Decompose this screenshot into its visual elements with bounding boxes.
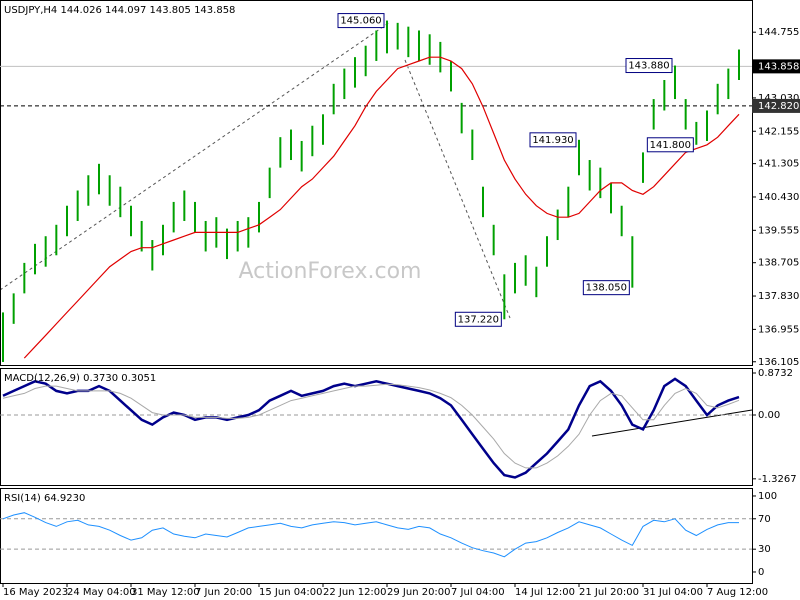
annotation-label: 141.930	[532, 135, 573, 146]
y-tick-label: 0	[758, 567, 764, 578]
y-tick-label: 137.830	[758, 291, 799, 302]
annotation-label: 143.880	[628, 61, 669, 72]
moving-average	[23, 56, 740, 359]
panel-frame	[0, 368, 753, 486]
x-tick-label: 7 Jun 20:00	[195, 587, 252, 598]
x-tick-label: 7 Aug 12:00	[707, 587, 768, 598]
price-tag-label: 143.858	[758, 61, 799, 72]
panel-frame	[0, 0, 753, 366]
x-tick-label: 29 Jun 20:00	[387, 587, 451, 598]
y-tick-label: 141.305	[758, 159, 799, 170]
y-tick-label: -1.3267	[758, 474, 797, 485]
y-tick-label: 30	[758, 544, 771, 555]
panel-title: RSI(14) 64.9230	[4, 493, 85, 504]
annotation-label: 137.220	[458, 314, 499, 325]
x-tick-label: 15 Jun 04:00	[259, 587, 323, 598]
indicator-line	[2, 383, 740, 469]
trend-line	[404, 59, 511, 319]
annotation-box	[625, 58, 673, 74]
indicator-line	[2, 377, 740, 479]
panel-title: USDJPY,H4 144.026 144.097 143.805 143.85…	[4, 5, 235, 16]
y-tick-label: 142.155	[758, 126, 799, 137]
y-tick-label: 0.00	[758, 410, 780, 421]
x-tick-label: 21 Jul 20:00	[579, 587, 639, 598]
price-tag-label: 142.820	[758, 101, 799, 112]
annotation-label: 138.050	[586, 283, 627, 294]
annotation-box	[646, 137, 694, 153]
trend-line	[0, 21, 391, 291]
price-tag	[752, 98, 800, 113]
y-tick-label: 0.8732	[758, 368, 793, 379]
y-tick-label: 138.705	[758, 258, 799, 269]
watermark: ActionForex.com	[239, 259, 422, 284]
x-tick-label: 22 Jun 12:00	[323, 587, 387, 598]
y-tick-label: 136.105	[758, 357, 799, 368]
x-tick-label: 16 May 2023	[3, 587, 68, 598]
x-tick-label: 24 May 04:00	[67, 587, 136, 598]
indicator-line	[2, 512, 739, 558]
y-tick-label: 139.555	[758, 225, 799, 236]
x-tick-label: 14 Jul 12:00	[515, 587, 575, 598]
y-tick-label: 70	[758, 514, 771, 525]
x-tick-label: 31 May 12:00	[131, 587, 200, 598]
annotation-box	[529, 132, 577, 148]
y-tick-label: 143.030	[758, 93, 799, 104]
panel-frame	[0, 488, 753, 584]
annotation-label: 141.800	[650, 140, 691, 151]
annotation-box	[582, 280, 630, 296]
annotation-box	[337, 13, 385, 29]
annotation-box	[454, 311, 502, 327]
panel-title: MACD(12,26,9) 0.3730 0.3051	[4, 373, 156, 384]
y-tick-label: 140.430	[758, 192, 799, 203]
price-tag	[752, 59, 800, 74]
trend-line	[591, 409, 753, 437]
annotation-label: 145.060	[340, 16, 381, 27]
y-tick-label: 144.755	[758, 27, 799, 38]
y-tick-label: 136.955	[758, 324, 799, 335]
x-tick-label: 31 Jul 04:00	[643, 587, 703, 598]
y-tick-label: 100	[758, 491, 777, 502]
x-tick-label: 7 Jul 04:00	[451, 587, 505, 598]
